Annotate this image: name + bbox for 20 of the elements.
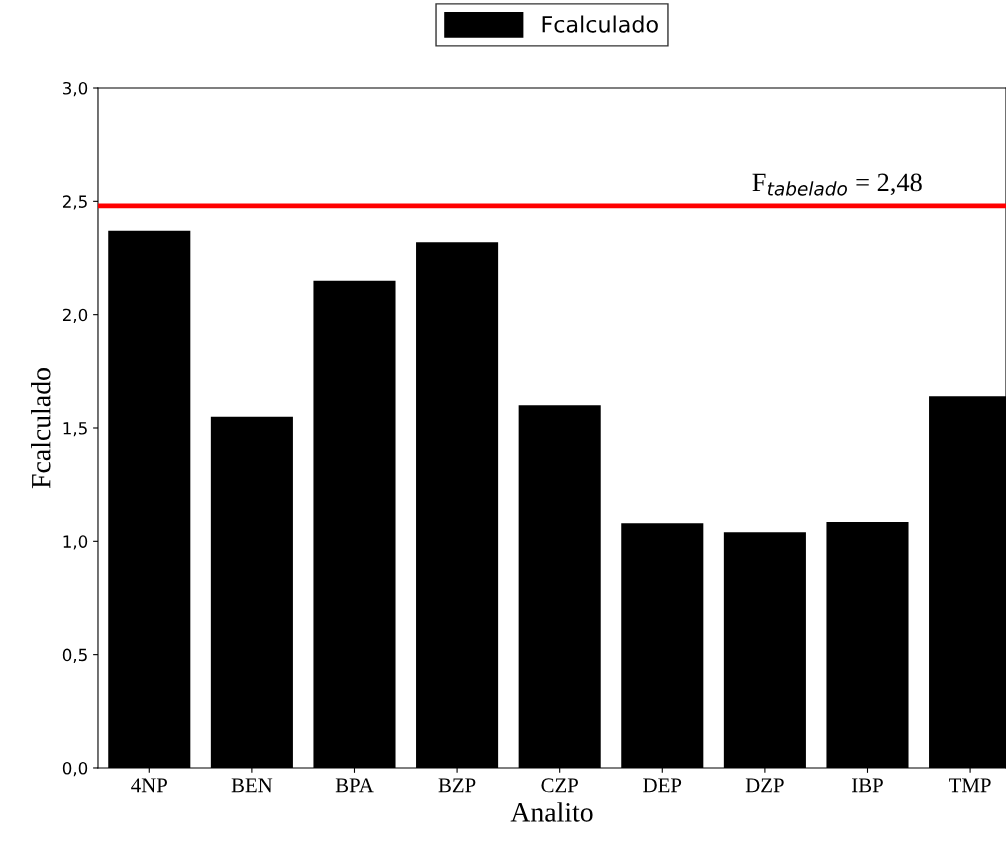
x-tick-label: BZP — [438, 778, 476, 793]
y-tick-label: 2,5 — [62, 195, 87, 210]
y-tick-label: 2,0 — [62, 308, 88, 323]
ref-line-label: F$_{tabelado}$ = 2,48 — [752, 173, 922, 196]
x-tick-label: 4NP — [131, 778, 167, 793]
legend-label: Fcalculado — [542, 15, 658, 33]
y-axis-title: Fcalculado — [31, 368, 51, 489]
y-tick-label: 3,0 — [63, 81, 88, 97]
x-tick-label: DEP — [643, 778, 682, 793]
x-tick-label: BEN — [231, 778, 273, 793]
y-tick-label: 0,0 — [62, 761, 88, 777]
y-tick-label: 1,5 — [63, 422, 87, 437]
x-tick-label: DZP — [745, 778, 784, 793]
x-axis-title: Analito — [510, 802, 593, 822]
x-tick-label: CZP — [541, 778, 578, 793]
y-tick-label: 0,5 — [62, 648, 87, 663]
x-tick-label: IBP — [852, 778, 883, 793]
y-tick-label: 1,0 — [63, 535, 88, 550]
x-tick-label: TMP — [949, 778, 991, 793]
x-tick-label: BPA — [335, 778, 374, 793]
